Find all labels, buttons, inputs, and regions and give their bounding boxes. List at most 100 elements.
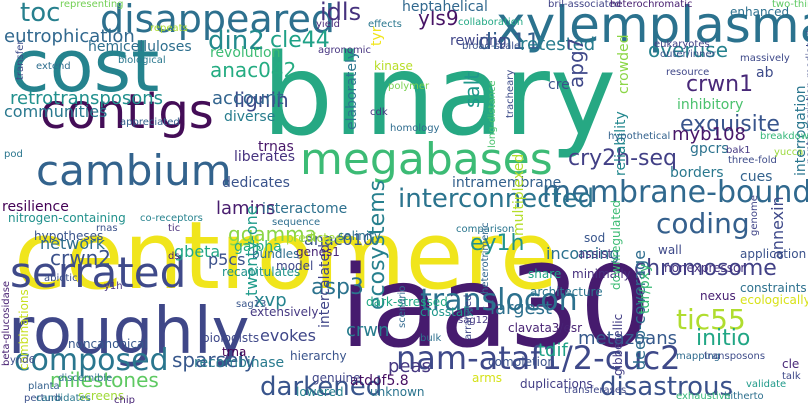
word-trna: trna — [222, 345, 247, 359]
word-outer-inner: outer/inner — [660, 49, 716, 60]
word-heterochromatic: heterochromatic — [610, 0, 693, 10]
word-darkened: darkened — [260, 372, 383, 402]
word-hypotheses: hypotheses — [34, 229, 104, 243]
word-bulk: bulk — [420, 333, 442, 344]
word-incoming: incoming — [546, 244, 620, 263]
word-noncanonical: noncanonical — [68, 337, 148, 351]
word-tic55: tic55 — [676, 303, 746, 336]
word-y1h: y1h — [104, 281, 123, 292]
word-abiotic: abiotic — [44, 273, 78, 284]
word-arranged: arranged — [463, 294, 474, 341]
word-diverse: diverse — [224, 109, 276, 125]
word-megabases: megabases — [300, 134, 553, 185]
word-model: model — [276, 259, 314, 273]
word-cre: cre — [548, 77, 570, 93]
word-crwn2: crwn2 — [50, 246, 111, 270]
word-application: application — [740, 247, 807, 261]
word-discernible: discernible — [58, 373, 113, 384]
word-peas: peas — [388, 356, 431, 377]
word-yls9: yls9 — [418, 6, 459, 30]
word-crosstalk: crosstalk — [420, 305, 474, 319]
word-dedicates: dedicates — [222, 175, 290, 191]
word-tdif: tdif — [538, 340, 568, 361]
word-genuine: genuine — [312, 371, 361, 385]
word-transposons: transposons — [704, 351, 766, 362]
word-appreciated: appreciated — [120, 117, 180, 128]
word-perturb: perturb — [24, 393, 62, 404]
word-roughly: roughly — [8, 295, 250, 369]
word-yucca: yucca — [774, 147, 804, 158]
word-co-receptors: co-receptors — [140, 213, 203, 224]
word-membrane-bound: membrane-bound — [542, 175, 808, 210]
word-translocon: translocon — [420, 283, 578, 318]
word-pod: pod — [4, 149, 23, 160]
word-arms: arms — [472, 371, 503, 385]
word-interconnected: interconnected — [398, 184, 595, 214]
word-constraints: constraints — [740, 281, 807, 295]
word-initio: initio — [696, 326, 751, 351]
word-exhaustive: exhaustive — [676, 391, 731, 402]
word-rewiring: rewiring — [450, 33, 507, 49]
word-ds: ds — [168, 251, 180, 262]
word-asp3: asp3 — [311, 275, 364, 300]
word-cambium: cambium — [36, 146, 232, 195]
word-tdr-pxy: tdr/pxy — [637, 263, 653, 314]
word-binary: binary — [262, 31, 617, 161]
word-din2: din2 — [208, 26, 265, 56]
word-genome: genome — [749, 195, 760, 236]
word-retested: retested — [520, 34, 596, 55]
word-crowded: crowded — [616, 34, 632, 94]
word-cues: cues — [740, 169, 773, 185]
word-talk: talk — [782, 371, 801, 382]
word-crwn1: crwn1 — [686, 72, 754, 97]
word-downregulated: downregulated — [609, 199, 623, 290]
word-resilience: resilience — [2, 199, 69, 215]
word-sequence: sequence — [272, 217, 321, 228]
word-hitherto: hitherto — [724, 391, 764, 402]
word-candidates: candidates — [36, 393, 91, 404]
word-heterotrimeric: heterotrimeric — [480, 222, 491, 294]
word-p5cs: p5cs — [208, 250, 246, 269]
word-network: network — [40, 234, 105, 253]
word-cost: cost — [10, 24, 160, 108]
word-coding: coding — [656, 207, 750, 240]
word-transfer: transfer — [15, 40, 26, 81]
word-ecologically: ecologically — [740, 293, 808, 307]
word-heptahelical: heptahelical — [402, 0, 488, 15]
word-extend: extend — [36, 61, 71, 72]
word-recapitulates: recapitulates — [222, 265, 301, 279]
word-hierarchy: hierarchy — [290, 349, 347, 363]
word-unknown: unknown — [370, 385, 425, 399]
word-minimally: minimally — [572, 267, 631, 281]
word-trnas: trnas — [258, 139, 294, 155]
word-effects: effects — [368, 19, 402, 30]
word-broad-scale: broad-scale — [462, 41, 521, 52]
word-intramembrane: intramembrane — [452, 175, 562, 191]
word-serrated: serrated — [10, 248, 187, 297]
word-screens: screens — [78, 389, 125, 403]
word-agronomic: agronomic — [318, 45, 371, 56]
word-validate: validate — [746, 379, 787, 390]
word-account: account — [212, 88, 284, 109]
word-scenario: scenario — [397, 285, 408, 328]
word-iaa30: iaa30 — [340, 243, 651, 373]
word-lowered: lowered — [296, 385, 344, 399]
word-milestones: milestones — [50, 368, 159, 392]
word-crwn: crwn — [346, 320, 390, 341]
word-wall: wall — [658, 243, 682, 257]
word-genes1: genes1 — [296, 245, 340, 259]
word-sag13: sag13 — [236, 299, 267, 310]
word-din11: din11 — [478, 30, 541, 55]
word-inhibitory: inhibitory — [677, 97, 744, 113]
word-sag12: sag12 — [458, 315, 489, 326]
word-predicted: predicted — [286, 231, 343, 245]
word-ynd6: ynd6 — [10, 355, 35, 366]
word-gibberellic: gibberellic — [611, 313, 625, 376]
word-ey1h: ey1h — [470, 231, 525, 256]
word-representing: representing — [60, 0, 124, 10]
word-completion: completion — [488, 355, 555, 369]
word-bril-associated: bril-associated — [548, 0, 622, 10]
word-retrotransposons: retrotransposons — [10, 88, 164, 109]
word-polymer: polymer — [388, 81, 430, 92]
